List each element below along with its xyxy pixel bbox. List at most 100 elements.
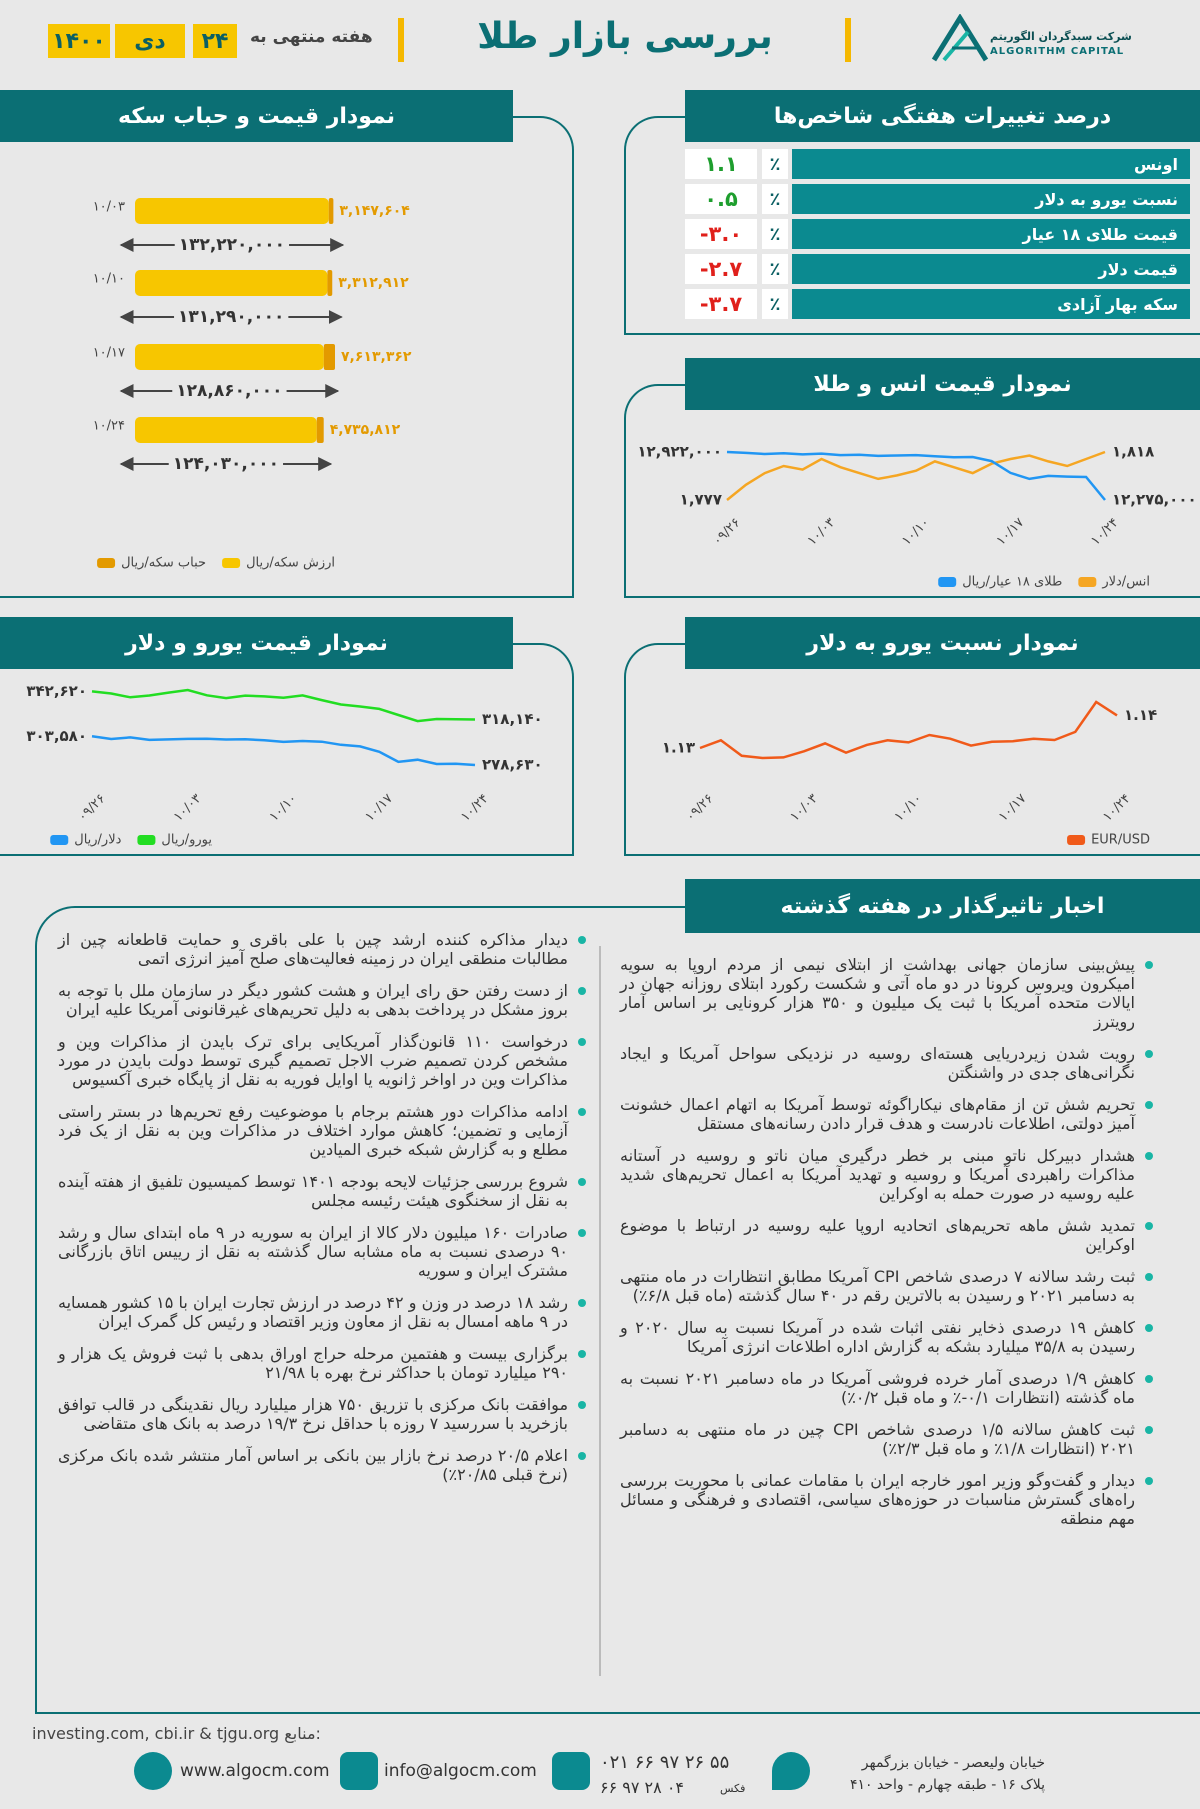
news-text: برگزاری بیست و هفتمین مرحله حراج اوراق ب… [58, 1344, 568, 1382]
bullet [1145, 1101, 1153, 1109]
series-line [726, 450, 1106, 501]
news-title: اخبار تاثیرگذار در هفته گذشته [685, 879, 1200, 933]
news-text: رویت شدن زیردریایی هسته‌ای روسیه در نزدی… [620, 1044, 1135, 1082]
news-item: رویت شدن زیردریایی هسته‌ای روسیه در نزدی… [620, 1044, 1155, 1082]
address-line: پلاک ۱۶ - طبقه چهارم - واحد ۴۱۰ [849, 1777, 1045, 1793]
x-tick-label: ۱۰/۰۳ [805, 515, 838, 548]
news-text: تحریم شش تن از مقام‌های نیکاراگوئه توسط … [620, 1095, 1135, 1133]
bullet [578, 1299, 586, 1307]
news-item: کاهش ۱۹ درصدی ذخایر نفتی اثبات شده در آم… [620, 1318, 1155, 1356]
value-label: ۱,۷۷۷ [680, 491, 722, 509]
x-tick-label: ۱۰/۱۰ [892, 791, 925, 824]
bullet [578, 936, 586, 944]
news-text: ثبت کاهش سالانه ۱/۵ درصدی شاخص CPI چین د… [620, 1420, 1136, 1458]
x-tick-label: ۰۹/۲۶ [75, 791, 108, 824]
value-label: ۱۳۱,۲۹۰,۰۰۰ [178, 307, 284, 327]
value-label: ۱۲۸,۸۶۰,۰۰۰ [176, 381, 282, 401]
news-item: رشد ۱۸ درصد در وزن و ۴۲ درصد در ارزش تجا… [58, 1293, 588, 1331]
index-row: ۱.۱ ٪ اونس [685, 149, 1190, 179]
news-item: تحریم شش تن از مقام‌های نیکاراگوئه توسط … [620, 1095, 1155, 1133]
news-text: هشدار دبیرکل ناتو مبنی بر خطر درگیری میا… [620, 1146, 1135, 1203]
news-item: تمدید شش ماهه تحریم‌های اتحادیه اروپا عل… [620, 1216, 1155, 1254]
legend-swatch [97, 558, 116, 568]
bullet [578, 987, 586, 995]
legend-swatch [1067, 835, 1086, 845]
news-text: پیش‌بینی سازمان جهانی بهداشت از ابتلای ن… [620, 955, 1135, 1031]
category-label: ۱۰/۲۴ [93, 419, 125, 434]
bullet [1145, 1152, 1153, 1160]
email: info@algocm.com [384, 1761, 537, 1781]
news-text: موافقت بانک مرکزی با تزریق ۷۵۰ هزار میلی… [58, 1395, 569, 1433]
bullet [1145, 1273, 1153, 1281]
percent-sign: ٪ [762, 219, 788, 249]
x-tick-label: ۱۰/۲۴ [1088, 515, 1121, 548]
company-name: شرکت سبدگردان الگوریتم [990, 30, 1132, 43]
x-tick-label: ۱۰/۰۳ [171, 791, 204, 824]
phone: ۰۲۱ ۶۶ ۹۷ ۲۶ ۵۵ [600, 1752, 730, 1773]
web-icon [134, 1752, 172, 1790]
x-tick-label: ۱۰/۱۷ [363, 791, 396, 824]
percent-sign: ٪ [762, 184, 788, 214]
bar-segment [135, 198, 329, 224]
news-item: صادرات ۱۶۰ میلیون دلار کالا از ایران به … [58, 1223, 588, 1280]
category-label: ۱۰/۱۰ [93, 272, 125, 287]
date-day: ۲۴ [193, 24, 237, 58]
legend-label: انس/دلار [1101, 575, 1150, 590]
index-row: ۰.۵ ٪ نسبت یورو به دلار [685, 184, 1190, 214]
index-name: نسبت یورو به دلار [792, 184, 1190, 214]
news-text: تمدید شش ماهه تحریم‌های اتحادیه اروپا عل… [620, 1216, 1135, 1254]
news-item: دیدار و گفت‌وگو وزیر امور خارجه ایران با… [620, 1471, 1155, 1528]
value-label: ۱,۸۱۸ [1112, 443, 1154, 461]
news-text: صادرات ۱۶۰ میلیون دلار کالا از ایران به … [58, 1223, 568, 1280]
news-item: برگزاری بیست و هفتمین مرحله حراج اوراق ب… [58, 1344, 588, 1382]
index-value: ۰.۵ [685, 184, 757, 214]
x-tick-label: ۱۰/۱۷ [994, 515, 1027, 548]
fx-chart-title: نمودار قیمت یورو و دلار [0, 617, 513, 669]
news-list: پیش‌بینی سازمان جهانی بهداشت از ابتلای ن… [620, 955, 1155, 1541]
index-value: -۳.۰ [685, 219, 757, 249]
week-label: هفته منتهی به [250, 27, 373, 47]
eurusd-chart-title: نمودار نسبت یورو به دلار [685, 617, 1200, 669]
legend-swatch [222, 558, 241, 568]
company-en: ALGORITHM CAPITAL [990, 46, 1125, 57]
legend-swatch [1078, 577, 1097, 587]
sources-label: منابع: [284, 1724, 321, 1743]
bar-segment [135, 417, 317, 443]
sources-list: investing.com, cbi.ir & tjgu.org [32, 1724, 280, 1743]
location-icon [772, 1752, 810, 1790]
legend-label: ارزش سکه/ریال [246, 556, 335, 571]
series-line [726, 450, 1106, 501]
index-value: -۲.۷ [685, 254, 757, 284]
address-line: خیابان ولیعصر - خیابان بزرگمهر [861, 1755, 1045, 1771]
value-label: ۳,۱۴۷,۶۰۴ [339, 203, 410, 219]
value-label: ۲۷۸,۶۳۰ [482, 756, 543, 774]
percent-sign: ٪ [762, 149, 788, 179]
news-divider [599, 946, 601, 1676]
news-text: کاهش ۱۹ درصدی ذخایر نفتی اثبات شده در آم… [620, 1318, 1135, 1356]
news-text: ثبت رشد سالانه ۷ درصدی شاخص CPI آمریکا م… [620, 1267, 1136, 1305]
news-item: ثبت کاهش سالانه ۱/۵ درصدی شاخص CPI چین د… [620, 1420, 1155, 1458]
phone-icon [552, 1752, 590, 1790]
x-tick-label: ۱۰/۲۴ [1100, 791, 1133, 824]
index-row: -۳.۰ ٪ قیمت طلای ۱۸ عیار [685, 219, 1190, 249]
bullet [1145, 1375, 1153, 1383]
news-panel [35, 906, 1200, 1714]
series-line [699, 700, 1118, 760]
legend-label: طلای ۱۸ عیار/ریال [962, 575, 1062, 590]
news-text: ادامه مذاکرات دور هشتم برجام با موضوعیت … [58, 1102, 568, 1159]
index-name: قیمت دلار [792, 254, 1190, 284]
bullet [578, 1452, 586, 1460]
legend-label: یورو/ریال [161, 833, 212, 848]
label-bg [168, 454, 284, 474]
bullet [578, 1108, 586, 1116]
bullet [1145, 1324, 1153, 1332]
label-bg [174, 307, 289, 327]
legend-label: EUR/USD [1091, 833, 1150, 848]
news-item: اعلام ۲۰/۵ درصد نرخ بازار بین بانکی بر ا… [58, 1446, 588, 1484]
x-tick-label: ۱۰/۰۳ [788, 791, 821, 824]
category-label: ۱۰/۱۷ [93, 346, 125, 361]
index-value: ۱.۱ [685, 149, 757, 179]
series-line [91, 688, 476, 723]
value-label: ۱.۱۳ [662, 739, 695, 757]
percent-sign: ٪ [762, 289, 788, 319]
